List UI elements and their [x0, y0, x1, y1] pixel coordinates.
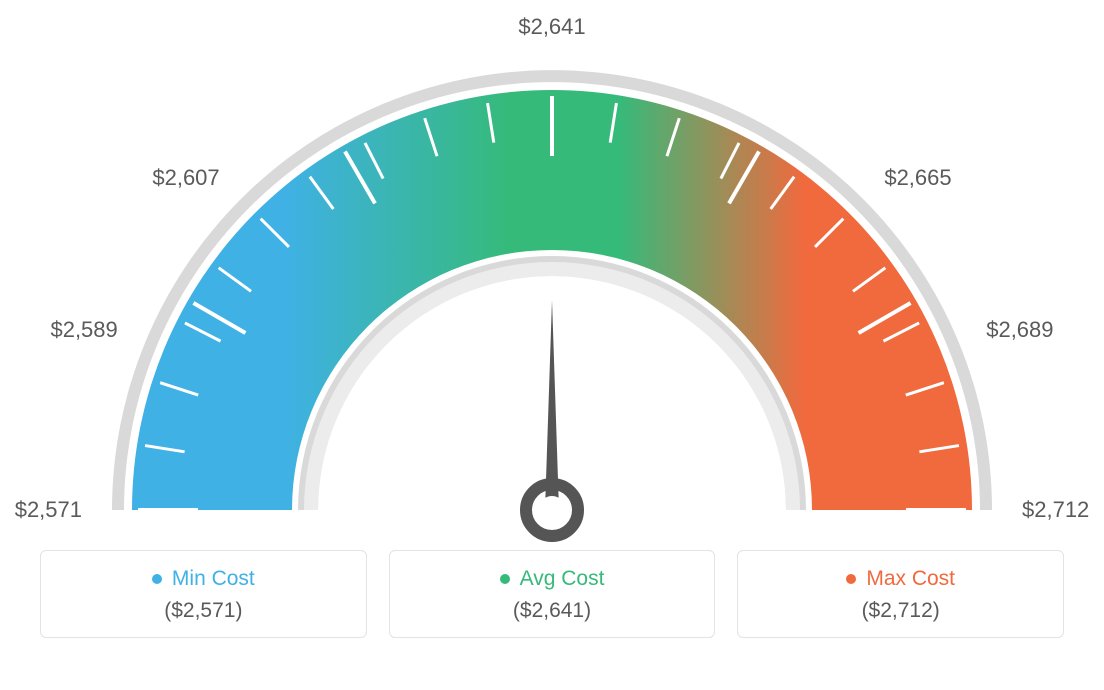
dot-max [846, 574, 856, 584]
scale-label: $2,665 [884, 165, 951, 191]
gauge-svg [32, 20, 1072, 560]
scale-label: $2,689 [986, 317, 1053, 343]
card-max: Max Cost ($2,712) [737, 550, 1064, 638]
card-avg-value: ($2,641) [398, 599, 707, 623]
card-min: Min Cost ($2,571) [40, 550, 367, 638]
scale-label: $2,589 [50, 317, 117, 343]
scale-label: $2,571 [15, 497, 82, 523]
dot-min [152, 574, 162, 584]
card-avg: Avg Cost ($2,641) [389, 550, 716, 638]
card-min-label: Min Cost [172, 567, 255, 591]
card-min-value: ($2,571) [49, 599, 358, 623]
card-avg-title: Avg Cost [500, 567, 605, 591]
card-max-title: Max Cost [846, 567, 955, 591]
needle-hub-inner [538, 496, 566, 524]
card-max-label: Max Cost [866, 567, 955, 591]
gauge-area: $2,571 $2,589 $2,607 $2,641 $2,665 $2,689 $2,7… [0, 0, 1104, 560]
scale-label: $2,607 [152, 165, 219, 191]
dot-avg [500, 574, 510, 584]
scale-label: $2,712 [1022, 497, 1089, 523]
summary-cards: Min Cost ($2,571) Avg Cost ($2,641) Max … [0, 550, 1104, 638]
scale-label: $2,641 [518, 14, 585, 40]
chart-container: $2,571 $2,589 $2,607 $2,641 $2,665 $2,689 $2,7… [0, 0, 1104, 690]
card-min-title: Min Cost [152, 567, 255, 591]
card-max-value: ($2,712) [746, 599, 1055, 623]
card-avg-label: Avg Cost [520, 567, 605, 591]
